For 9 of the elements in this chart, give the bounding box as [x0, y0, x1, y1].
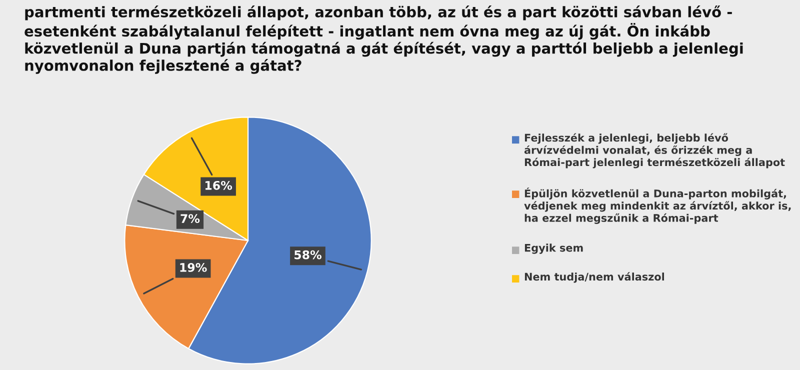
- data-label: 16%: [205, 180, 232, 190]
- chart-title: partmenti természetközeli állapot, azonban több, az út és a part közötti sávban lévő - esetenként szabálytalanul felépített - ingatlant nem óvna meg az új gát. Ön inkább közvetlenül a Duna partján támogatná a gát építését, vagy a parttól beljebb a jelenlegi nyomvonalon fejlesztené a gátat?: [24, 6, 743, 74]
- legend-label: Nem tudja/nem válaszol: [524, 272, 664, 283]
- legend-label: Egyik sem: [524, 244, 583, 254]
- data-label: 7%: [180, 214, 200, 224]
- legend-label: Épüljön közvetlenül a Duna-parton mobilgát, védjenek meg mindenkit az árvíztől, akkor is, ha ezzel megszűnik a Római-part: [524, 188, 791, 224]
- data-label: 19%: [180, 262, 207, 272]
- data-label: 58%: [294, 250, 322, 260]
- legend-label: Fejlesszék a jelenlegi, beljebb lévő árvízvédelmi vonalat, és őrizzék meg a Római-part jelenlegi természetközeli állapot: [524, 133, 785, 168]
